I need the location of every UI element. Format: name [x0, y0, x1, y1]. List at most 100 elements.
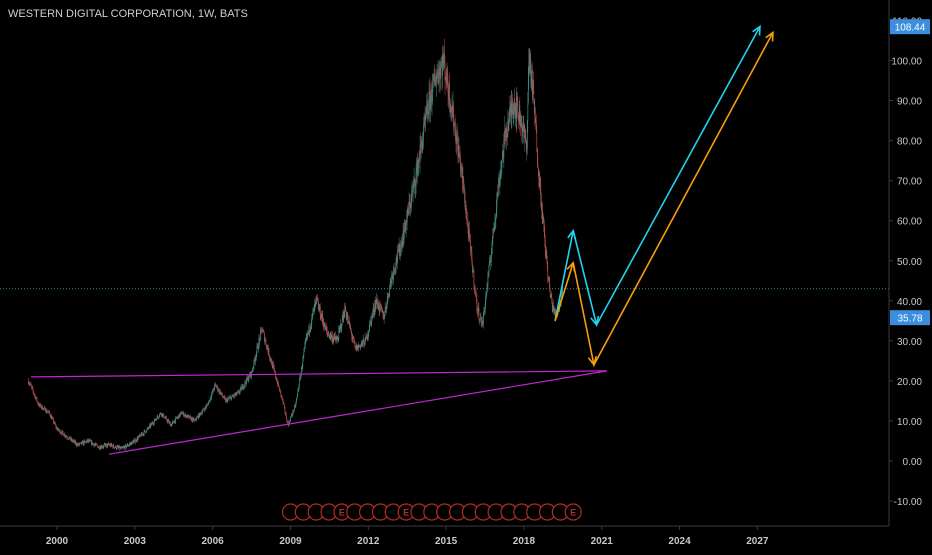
candle-body: [93, 444, 95, 447]
candle-body: [225, 399, 227, 402]
candle-body: [231, 396, 232, 400]
trendline[interactable]: [31, 370, 607, 378]
candle-body: [415, 171, 417, 187]
candle-body: [243, 388, 244, 389]
candle-body: [253, 359, 255, 367]
candle-body: [319, 306, 321, 317]
candle-body: [153, 420, 155, 424]
candle-body: [103, 444, 105, 446]
candle-body: [387, 293, 389, 297]
candle-body: [259, 338, 260, 339]
candle-body: [423, 123, 425, 126]
candle-body: [485, 301, 486, 309]
candle-body: [301, 365, 303, 370]
price-label-box: [890, 19, 930, 35]
candle-body: [394, 269, 395, 272]
candle-body: [418, 159, 419, 165]
candle-body: [113, 444, 115, 448]
candle-body: [85, 441, 87, 443]
candle-body: [36, 397, 37, 399]
time-tick-label: 2003: [124, 536, 147, 547]
candle-body: [451, 106, 452, 112]
candle-body: [382, 310, 383, 313]
candle-body: [112, 444, 114, 448]
candle-body: [545, 251, 547, 254]
candle-body: [545, 250, 547, 254]
candle-body: [484, 307, 485, 313]
candle-body: [183, 412, 184, 417]
candle-body: [526, 121, 528, 149]
candle-body: [304, 341, 306, 345]
candle-body: [520, 120, 522, 126]
candle-body: [403, 230, 405, 241]
price-axis[interactable]: 110.00100.0090.0080.0070.0060.0050.0040.…: [888, 0, 930, 526]
candle-body: [231, 395, 233, 397]
candle-body: [128, 444, 130, 446]
time-axis[interactable]: 2000 2003 2006 2009 2012 2015 2018 2021 2024 2027: [0, 525, 889, 547]
candle-body: [380, 306, 382, 308]
candle-body: [187, 415, 188, 419]
candle-body: [389, 286, 390, 296]
candle-body: [97, 447, 99, 449]
candle-body: [78, 444, 80, 445]
candle-body: [442, 55, 444, 66]
candle-body: [59, 429, 61, 434]
candle-body: [134, 441, 136, 443]
candle-body: [538, 179, 540, 186]
candle-body: [135, 439, 137, 442]
candle-body: [367, 333, 369, 337]
candle-body: [174, 420, 176, 423]
candle-body: [510, 106, 511, 113]
candle-body: [183, 415, 185, 417]
candle-body: [260, 330, 261, 340]
candle-body: [491, 246, 493, 253]
candle-body: [539, 177, 541, 185]
candle-body: [430, 95, 431, 111]
candle-body: [379, 303, 381, 305]
candle-body: [102, 446, 104, 448]
candle-body: [504, 128, 506, 140]
candle-body: [509, 110, 510, 123]
candle-body: [116, 446, 118, 449]
candle-body: [83, 440, 85, 445]
candle-body: [129, 443, 131, 445]
candle-body: [125, 444, 127, 446]
candle-body: [364, 337, 366, 346]
candle-body: [308, 325, 310, 332]
candle-body: [222, 395, 223, 397]
candle-body: [511, 104, 513, 116]
projection-path-orange[interactable]: [554, 32, 774, 368]
trendline[interactable]: [108, 370, 608, 455]
candle-body: [211, 394, 212, 398]
candle-body: [201, 413, 202, 415]
trendline-layer: [31, 370, 608, 455]
candle-body: [90, 440, 92, 442]
candle-body: [190, 417, 192, 421]
candle-body: [56, 427, 58, 430]
projection-path-cyan[interactable]: [554, 26, 761, 328]
candle-body: [287, 421, 289, 425]
candle-body: [37, 401, 38, 402]
candle-body: [53, 422, 55, 424]
candle-body: [462, 168, 463, 183]
candle-body: [286, 414, 287, 420]
candles-layer: [28, 38, 564, 451]
candle-body: [87, 439, 89, 442]
candle-body: [378, 302, 380, 310]
candle-body: [305, 338, 307, 340]
candle-body: [96, 445, 98, 447]
candle-body: [553, 310, 555, 311]
candle-body: [70, 437, 72, 440]
candle-body: [223, 396, 225, 398]
candle-body: [235, 392, 237, 396]
candle-body: [143, 433, 145, 435]
candle-body: [349, 327, 351, 328]
candle-body: [399, 243, 400, 256]
candle-body: [532, 82, 534, 93]
candle-body: [465, 207, 466, 211]
candle-body: [44, 407, 45, 409]
earnings-marker[interactable]: [564, 503, 582, 521]
candle-body: [150, 423, 152, 425]
